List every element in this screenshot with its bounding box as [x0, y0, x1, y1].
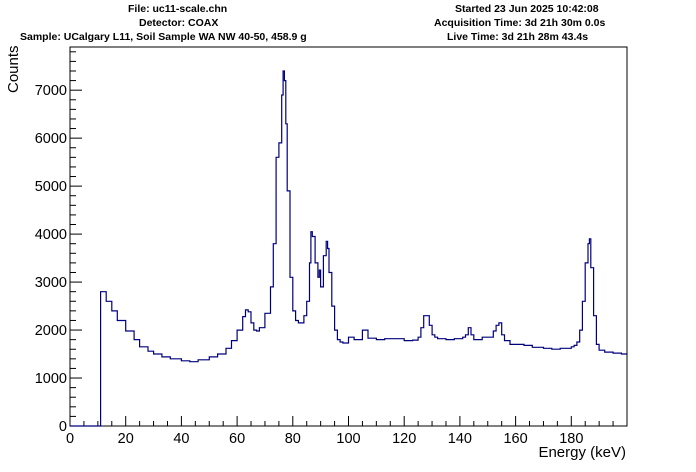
x-tick-label: 80 — [285, 431, 301, 447]
file-label: File: uc11-scale.chn — [128, 3, 228, 15]
x-axis: 0 20 40 60 80 100 120 140 160 180 — [66, 416, 614, 447]
detector-label: Detector: COAX — [139, 17, 219, 29]
y-tick-label: 5000 — [35, 179, 67, 195]
series-group — [70, 70, 628, 427]
y-tick-label: 4000 — [35, 227, 67, 243]
x-tick-label: 100 — [336, 431, 360, 447]
y-tick-label: 7000 — [35, 83, 67, 99]
x-tick-label: 160 — [503, 431, 527, 447]
y-axis-title: Counts — [5, 45, 22, 93]
x-tick-label: 20 — [118, 431, 134, 447]
x-tick-label: 40 — [173, 431, 189, 447]
x-tick-label: 180 — [559, 431, 583, 447]
y-tick-label: 1000 — [35, 371, 67, 387]
spectrum-line — [70, 70, 628, 427]
x-tick-label: 60 — [229, 431, 245, 447]
y-axis: 0 1000 2000 3000 4000 5000 6000 7000 — [35, 51, 82, 435]
acquisition-time-label: Acquisition Time: 3d 21h 30m 0.0s — [434, 17, 606, 29]
plot-frame — [69, 46, 628, 427]
y-tick-label: 6000 — [35, 131, 67, 147]
started-label: Started 23 Jun 2025 10:42:08 — [455, 3, 599, 15]
sample-label: Sample: UCalgary L11, Soil Sample WA NW … — [20, 31, 307, 43]
x-tick-label: 120 — [392, 431, 416, 447]
y-tick-label: 3000 — [35, 275, 67, 291]
y-tick-label: 0 — [59, 419, 67, 435]
live-time-label: Live Time: 3d 21h 28m 43.4s — [447, 31, 589, 43]
x-tick-label: 0 — [66, 431, 74, 447]
y-tick-label: 2000 — [35, 323, 67, 339]
x-axis-title: Energy (keV) — [538, 444, 626, 461]
x-tick-label: 140 — [448, 431, 472, 447]
